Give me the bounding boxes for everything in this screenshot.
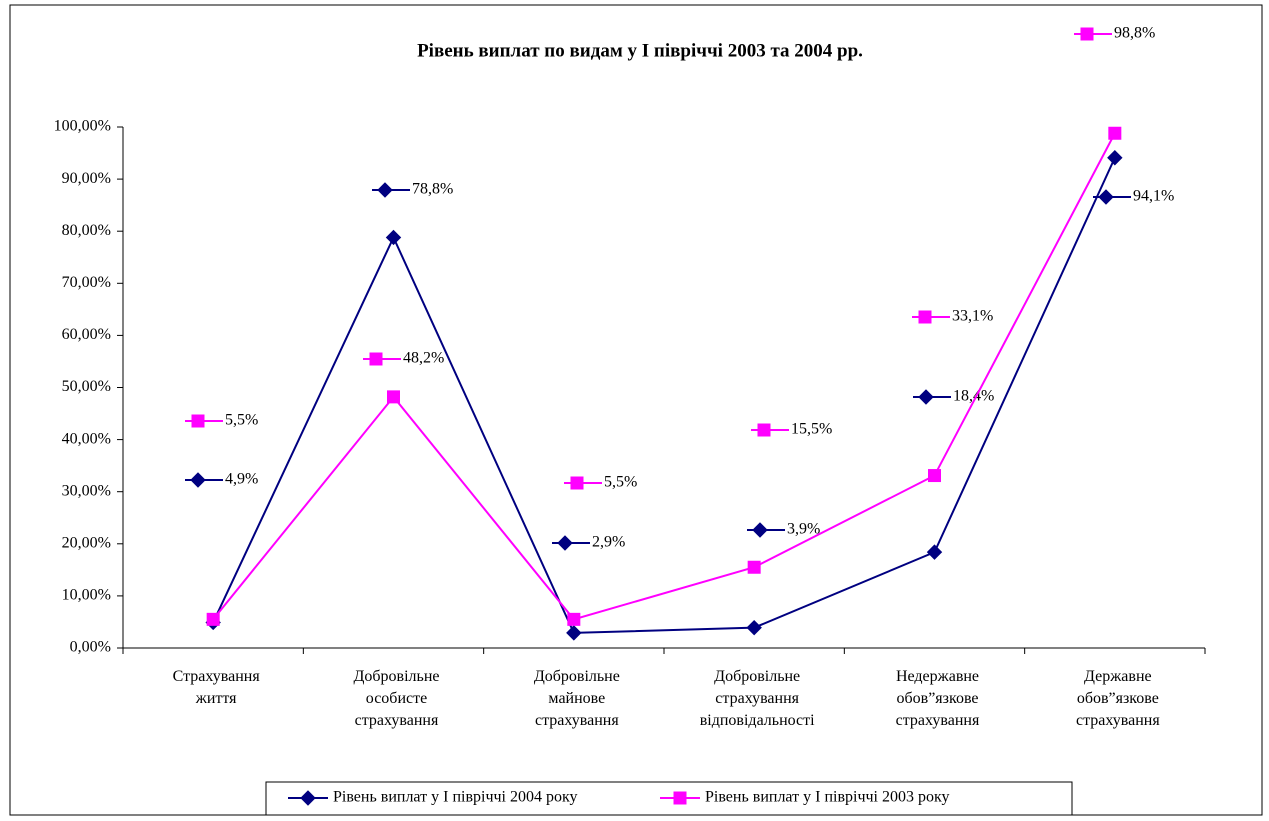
y-tick-label: 10,00% (62, 587, 111, 604)
y-tick-label: 0,00% (70, 639, 111, 656)
legend-label: Рівень виплат у І півріччі 2004 року (333, 789, 578, 806)
y-tick-label: 80,00% (62, 222, 111, 239)
data-point (1107, 150, 1123, 166)
label-key-marker (557, 535, 573, 551)
data-point (928, 469, 941, 483)
data-label: 94,1% (1133, 188, 1174, 205)
data-label: 33,1% (952, 308, 993, 325)
data-label: 98,8% (1114, 25, 1155, 42)
x-tick-label: Страхування життя (172, 668, 260, 707)
label-key-marker (918, 389, 934, 405)
chart-title: Рівень виплат по видам у І півріччі 2003… (417, 40, 863, 61)
chart-frame (9, 4, 1263, 816)
legend-box (265, 781, 1073, 816)
data-label: 15,5% (791, 421, 832, 438)
data-point (746, 619, 762, 636)
data-point (747, 560, 761, 574)
legend-label: Рівень виплат у І півріччі 2003 року (705, 789, 950, 806)
label-key-marker (918, 310, 932, 324)
label-key-marker (752, 522, 768, 538)
x-tick-label: Добровільне страхування відповідальності (699, 668, 815, 729)
data-label: 78,8% (412, 181, 453, 198)
x-tick-label: Державне обов”язкове страхування (1075, 668, 1160, 729)
y-tick-label: 40,00% (62, 430, 111, 447)
x-tick-label: Добровільне особисте страхування (353, 668, 440, 729)
data-label: 4,9% (225, 471, 258, 488)
data-label: 48,2% (403, 350, 444, 367)
y-tick-label: 60,00% (62, 326, 111, 343)
label-key-marker (1080, 27, 1094, 41)
data-point (1108, 126, 1122, 140)
data-point (567, 612, 581, 626)
data-label: 5,5% (604, 474, 637, 491)
label-key-marker (757, 423, 771, 437)
data-point (387, 390, 400, 404)
legend-marker (300, 790, 316, 806)
label-key-marker (377, 182, 393, 198)
y-tick-label: 100,00% (54, 118, 111, 135)
series-line (212, 132, 1116, 621)
x-tick-label: Недержавне обов”язкове страхування (895, 668, 980, 729)
data-point (385, 229, 402, 246)
label-key-marker (191, 414, 205, 428)
x-tick-label: Добровільне майнове страхування (533, 668, 620, 729)
data-point (926, 544, 943, 560)
series-line (212, 157, 1116, 634)
data-point (566, 625, 582, 641)
label-key-marker (1098, 189, 1114, 205)
legend-marker (673, 791, 687, 805)
data-label: 18,4% (953, 388, 994, 405)
label-key-marker (369, 352, 383, 366)
data-label: 2,9% (592, 534, 625, 551)
data-point (206, 612, 220, 626)
y-tick-label: 90,00% (62, 170, 111, 187)
y-tick-label: 50,00% (62, 378, 111, 395)
y-tick-label: 30,00% (62, 482, 111, 499)
data-label: 5,5% (225, 412, 258, 429)
data-label: 3,9% (787, 521, 820, 538)
label-key-marker (570, 476, 584, 490)
y-tick-label: 70,00% (62, 274, 111, 291)
y-tick-label: 20,00% (62, 534, 111, 551)
label-key-marker (190, 472, 206, 488)
